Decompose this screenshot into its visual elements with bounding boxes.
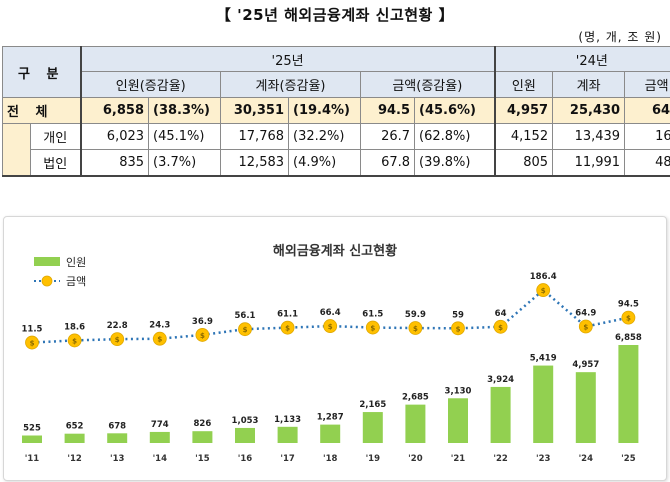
cell-accounts-rate: (4.9%) xyxy=(288,149,362,177)
cell-amount: 94.5 xyxy=(360,97,416,124)
summary-table: 구 분 '25년 '24년 인원(증감율) 계좌(증감율) 금액(증감율) 인원… xyxy=(1,46,670,177)
header-year-25: '25년 xyxy=(79,46,496,72)
cell-persons-rate: (3.7%) xyxy=(148,149,222,177)
chart-title: 해외금융계좌 신고현황 xyxy=(272,244,398,259)
cell-accounts-rate: (19.4%) xyxy=(288,97,362,124)
header-accounts: 계좌(증감율) xyxy=(220,71,362,98)
cell-persons-rate: (38.3%) xyxy=(148,97,222,124)
cell-persons-rate: (45.1%) xyxy=(148,123,222,150)
cell-amount: 67.8 xyxy=(360,149,416,177)
table-row-total: 전 체 6,858 (38.3%) 30,351 (19.4%) 94.5 (4… xyxy=(1,97,670,124)
unit-note: (명, 개, 조 원) xyxy=(578,30,662,44)
cell-persons: 6,023 xyxy=(79,123,150,150)
header-amount-24: 금액 xyxy=(624,71,670,98)
header-amount: 금액(증감율) xyxy=(360,71,496,98)
cell-amount-rate: (62.8%) xyxy=(414,123,496,150)
header-persons: 인원(증감율) xyxy=(79,71,222,98)
table-row-corporate: 법인 835 (3.7%) 12,583 (4.9%) 67.8 (39.8%)… xyxy=(2,149,670,177)
cell-persons-24: 4,152 xyxy=(493,123,554,150)
cell-accounts: 30,351 xyxy=(220,97,290,124)
cell-amount-24: 48.5 xyxy=(624,149,670,177)
header-accounts-24: 계좌 xyxy=(552,71,626,98)
row-label: 전 체 xyxy=(1,97,82,124)
cell-amount-24: 64.9 xyxy=(624,97,670,124)
header-year-24: '24년 xyxy=(493,46,670,72)
cell-accounts: 12,583 xyxy=(220,149,290,177)
cell-amount-rate: (45.6%) xyxy=(414,97,496,124)
row-label: 법인 xyxy=(29,149,82,177)
cell-accounts-24: 11,991 xyxy=(552,149,626,177)
row-label: 개인 xyxy=(29,123,82,150)
cell-accounts-24: 25,430 xyxy=(552,97,626,124)
cell-amount: 26.7 xyxy=(360,123,416,150)
table-row-individual: 개인 6,023 (45.1%) 17,768 (32.2%) 26.7 (62… xyxy=(2,123,670,150)
cell-persons-24: 4,957 xyxy=(493,97,554,124)
cell-persons-24: 805 xyxy=(493,149,554,177)
page-title: 【 '25년 해외금융계좌 신고현황 】 xyxy=(215,6,455,24)
cell-accounts: 17,768 xyxy=(220,123,290,150)
cell-amount-24: 16.4 xyxy=(624,123,670,150)
cell-amount-rate: (39.8%) xyxy=(414,149,496,177)
cell-accounts-24: 13,439 xyxy=(552,123,626,150)
header-gubun: 구 분 xyxy=(1,46,82,98)
cell-persons: 835 xyxy=(79,149,150,177)
header-persons-24: 인원 xyxy=(493,71,554,98)
cell-persons: 6,858 xyxy=(79,97,150,124)
cell-accounts-rate: (32.2%) xyxy=(288,123,362,150)
